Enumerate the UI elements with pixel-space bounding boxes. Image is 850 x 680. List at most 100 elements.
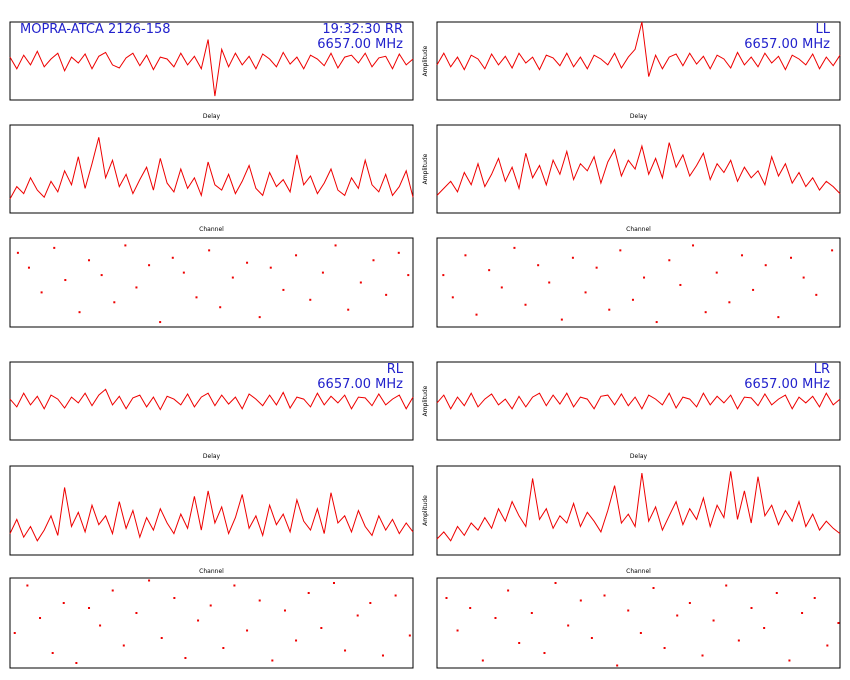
- point: [554, 582, 557, 584]
- point: [668, 259, 671, 262]
- point: [777, 316, 780, 319]
- panel-frame: [9, 361, 414, 441]
- point: [567, 624, 570, 627]
- point: [39, 617, 42, 619]
- point: [750, 607, 753, 609]
- point: [135, 286, 138, 289]
- point: [197, 619, 200, 622]
- point: [560, 318, 563, 321]
- point: [788, 659, 791, 662]
- y-axis-label: Amplitude: [422, 495, 429, 526]
- point: [655, 321, 658, 324]
- annotation: 6657.00 MHz: [744, 377, 830, 392]
- point: [764, 264, 767, 267]
- point: [543, 652, 546, 654]
- point: [837, 622, 840, 624]
- x-axis-label: Channel: [199, 568, 224, 575]
- point: [359, 281, 362, 284]
- x-axis-label: Delay: [203, 453, 221, 460]
- trace: [436, 471, 841, 542]
- point: [518, 642, 521, 644]
- point: [88, 259, 91, 262]
- point: [344, 649, 347, 652]
- panel-frame: [436, 577, 841, 669]
- point: [184, 657, 187, 659]
- annotation: 19:32:30 RR: [322, 22, 403, 37]
- point: [728, 301, 731, 304]
- y-axis-label: Amplitude: [422, 45, 429, 76]
- point: [571, 256, 574, 259]
- point: [159, 321, 162, 324]
- panel-frame: [436, 124, 841, 214]
- point: [524, 303, 527, 306]
- point: [13, 632, 16, 634]
- point: [16, 251, 19, 254]
- point: [488, 269, 491, 272]
- point: [209, 604, 212, 607]
- point: [442, 274, 445, 277]
- point: [775, 592, 778, 594]
- point: [802, 276, 805, 279]
- point: [688, 602, 691, 604]
- annotation: RL: [387, 362, 404, 377]
- trace: [9, 137, 414, 200]
- point: [111, 589, 114, 592]
- annotation: LR: [814, 362, 830, 377]
- point: [407, 274, 410, 277]
- trace: [436, 392, 841, 410]
- point: [619, 249, 622, 252]
- point: [627, 609, 630, 612]
- point: [752, 288, 755, 291]
- point: [282, 288, 285, 291]
- point: [507, 589, 510, 592]
- trace: [436, 21, 841, 77]
- panel-frame: [436, 237, 841, 328]
- point: [173, 597, 176, 599]
- point: [712, 619, 715, 622]
- panel-frame: [9, 124, 414, 214]
- point: [148, 264, 151, 267]
- point: [233, 584, 236, 587]
- x-axis-label: Channel: [626, 568, 651, 575]
- point: [283, 609, 286, 612]
- point: [258, 316, 261, 319]
- panel-frame: [436, 465, 841, 556]
- point: [692, 244, 695, 247]
- point: [62, 602, 65, 604]
- point: [725, 584, 728, 587]
- point: [643, 276, 646, 279]
- trace: [9, 39, 414, 97]
- point: [195, 296, 198, 299]
- point: [639, 632, 642, 634]
- annotation: LL: [816, 22, 831, 37]
- point: [595, 266, 598, 269]
- point: [537, 264, 540, 267]
- point: [246, 629, 249, 632]
- point: [676, 614, 679, 617]
- point: [269, 266, 272, 269]
- point: [64, 279, 67, 282]
- point: [271, 659, 274, 662]
- point: [219, 306, 222, 309]
- point: [356, 614, 359, 617]
- panel-frame: [436, 21, 841, 101]
- y-axis-label: Amplitude: [422, 385, 429, 416]
- point: [579, 599, 582, 602]
- point: [320, 627, 323, 629]
- point: [616, 664, 619, 667]
- annotation: 6657.00 MHz: [317, 37, 403, 52]
- annotation: 6657.00 MHz: [744, 37, 830, 52]
- point: [831, 249, 834, 252]
- x-axis-label: Delay: [630, 113, 648, 120]
- point: [124, 244, 127, 247]
- point: [307, 592, 310, 594]
- point: [475, 313, 478, 316]
- panel-frame: [9, 577, 414, 669]
- point: [704, 311, 707, 314]
- point: [408, 634, 411, 637]
- point: [135, 612, 138, 614]
- point: [826, 644, 829, 647]
- point: [584, 291, 587, 294]
- point: [27, 266, 30, 269]
